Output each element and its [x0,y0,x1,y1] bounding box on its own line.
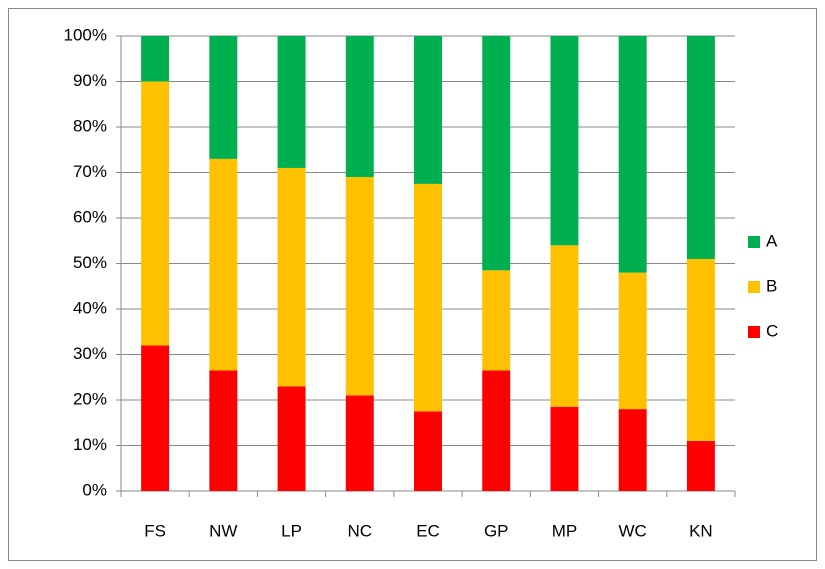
bar-segment [209,36,238,159]
y-tick-label: 60% [73,207,107,226]
bar-segment [550,245,579,407]
bar-segment [482,370,511,491]
y-tick-label: 100% [64,25,107,44]
bar-segment [618,36,647,273]
bar-segment [345,395,374,491]
bar-segment [277,386,306,491]
bar-segment [414,411,442,491]
bar-segment [550,406,579,491]
x-tick-label: GP [484,521,509,540]
bar-segment [482,270,511,371]
x-tick-label: EC [416,521,440,540]
bar-segment [686,440,715,491]
y-tick-label: 0% [82,480,107,499]
bar-segment [414,36,442,184]
bar-segment [686,258,715,441]
bar-segment [209,370,238,491]
bar-segment [345,177,374,396]
x-tick-label: MP [552,521,578,540]
bar-segment [550,36,579,246]
legend-label: A [766,231,778,250]
bar-segment [345,36,374,178]
y-tick-label: 80% [73,116,107,135]
legend-label: B [766,276,777,295]
bar-segment [141,81,170,346]
bar-segment [209,158,238,371]
legend-swatch [748,281,760,293]
x-tick-label: NC [347,521,372,540]
y-tick-label: 10% [73,435,107,454]
bar-segment [482,36,511,271]
y-tick-label: 70% [73,162,107,181]
x-tick-label: LP [281,521,302,540]
bar-segment [141,345,170,491]
bar-segment [618,409,647,491]
x-tick-label: FS [144,521,166,540]
y-tick-label: 40% [73,298,107,317]
y-tick-label: 30% [73,344,107,363]
legend-label: C [766,321,778,340]
bar-segment [141,36,170,82]
x-tick-label: KN [689,521,713,540]
y-tick-label: 20% [73,389,107,408]
legend-swatch [748,326,760,338]
bar-segment [686,36,715,259]
bar-segment [618,272,647,410]
x-tick-label: NW [209,521,237,540]
legend-swatch [748,236,760,248]
y-tick-label: 50% [73,253,107,272]
y-tick-label: 90% [73,71,107,90]
bar-segment [277,167,306,387]
bar-segment [277,36,306,168]
bar-segment [414,183,442,412]
x-tick-label: WC [619,521,647,540]
